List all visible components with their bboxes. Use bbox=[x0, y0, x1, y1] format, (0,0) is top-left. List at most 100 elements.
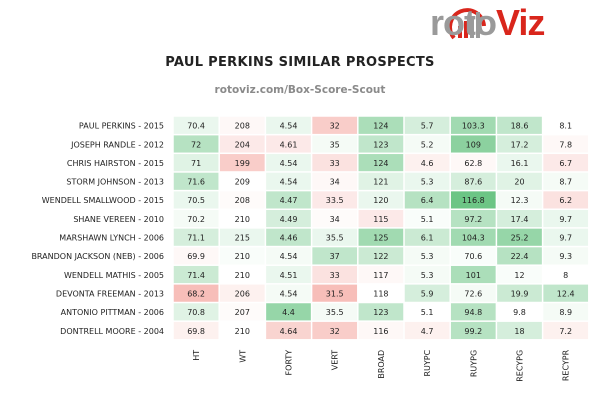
heatmap-cell bbox=[266, 265, 311, 284]
heatmap-cell bbox=[173, 154, 219, 172]
heatmap-cell bbox=[312, 135, 358, 153]
heatmap-cell bbox=[497, 284, 542, 302]
cell-value: 6.2 bbox=[559, 196, 572, 205]
heatmap-cell bbox=[404, 210, 450, 228]
heatmap-cell bbox=[358, 321, 404, 340]
row-label: WENDELL SMALLWOOD - 2015 bbox=[42, 196, 164, 205]
cell-value: 4.51 bbox=[280, 271, 298, 280]
heatmap-cell bbox=[358, 154, 404, 172]
row-label: SHANE VEREEN - 2010 bbox=[73, 215, 164, 224]
heatmap-cell bbox=[497, 154, 542, 172]
heatmap-cell bbox=[404, 135, 450, 153]
heatmap-cell bbox=[450, 228, 496, 246]
cell-value: 117 bbox=[373, 271, 388, 280]
heatmap-cell bbox=[266, 210, 311, 228]
cell-value: 17.4 bbox=[511, 215, 529, 224]
heatmap-cell bbox=[219, 321, 265, 340]
heatmap-cell bbox=[358, 303, 404, 321]
heatmap-cell bbox=[450, 247, 496, 265]
heatmap-cell bbox=[219, 303, 265, 321]
cell-value: 16.1 bbox=[511, 159, 529, 168]
cell-value: 4.54 bbox=[280, 289, 298, 298]
cell-value: 199 bbox=[235, 159, 250, 168]
heatmap-cell bbox=[497, 172, 542, 190]
heatmap-cell bbox=[543, 191, 589, 209]
heatmap-cell bbox=[404, 265, 450, 284]
heatmap-cell bbox=[404, 247, 450, 265]
cell-value: 8.7 bbox=[559, 178, 572, 187]
heatmap-cell bbox=[266, 247, 311, 265]
column-label: HT bbox=[192, 350, 201, 361]
cell-value: 12 bbox=[514, 271, 524, 280]
heatmap-cell bbox=[450, 135, 496, 153]
heatmap-cell bbox=[173, 135, 219, 153]
cell-value: 210 bbox=[235, 271, 250, 280]
cell-value: 70.8 bbox=[187, 308, 205, 317]
heatmap-cell bbox=[173, 116, 219, 134]
heatmap-cell bbox=[404, 116, 450, 134]
column-label: RUYPG bbox=[469, 350, 478, 377]
heatmap-cell bbox=[543, 210, 589, 228]
row-label: BRANDON JACKSON (NEB) - 2006 bbox=[31, 252, 164, 261]
heatmap-cell bbox=[358, 116, 404, 134]
heatmap-cell bbox=[497, 191, 542, 209]
heatmap-cell bbox=[450, 116, 496, 134]
cell-value: 71.4 bbox=[187, 271, 205, 280]
cell-value: 94.8 bbox=[464, 308, 482, 317]
cell-value: 109 bbox=[466, 140, 481, 149]
cell-value: 123 bbox=[373, 140, 388, 149]
cell-value: 209 bbox=[235, 178, 250, 187]
heatmap-cell bbox=[497, 135, 542, 153]
cell-value: 9.7 bbox=[559, 234, 572, 243]
heatmap-cell bbox=[219, 191, 265, 209]
cell-value: 34 bbox=[330, 215, 340, 224]
heatmap-cell bbox=[497, 321, 542, 340]
heatmap-cell bbox=[266, 321, 311, 340]
heatmap-cell bbox=[173, 284, 219, 302]
cell-value: 32 bbox=[330, 327, 340, 336]
heatmap-cell bbox=[312, 321, 358, 340]
cell-value: 20 bbox=[514, 178, 524, 187]
column-label: VERT bbox=[331, 350, 340, 371]
heatmap-cell bbox=[312, 247, 358, 265]
column-label: FORTY bbox=[285, 350, 294, 376]
column-label: BROAD bbox=[377, 350, 386, 379]
cell-value: 5.9 bbox=[421, 289, 434, 298]
heatmap-cell bbox=[404, 191, 450, 209]
cell-value: 69.9 bbox=[187, 252, 205, 261]
heatmap-cell bbox=[266, 303, 311, 321]
cell-value: 12.3 bbox=[511, 196, 529, 205]
cell-value: 70.5 bbox=[187, 196, 205, 205]
heatmap-cell bbox=[358, 191, 404, 209]
cell-value: 5.2 bbox=[421, 140, 434, 149]
heatmap-cell bbox=[450, 154, 496, 172]
cell-value: 116 bbox=[373, 327, 388, 336]
cell-value: 8 bbox=[563, 271, 568, 280]
heatmap-cell bbox=[450, 265, 496, 284]
heatmap-cell bbox=[543, 228, 589, 246]
cell-value: 6.1 bbox=[421, 234, 434, 243]
heatmap-cell bbox=[543, 154, 589, 172]
cell-value: 7.8 bbox=[559, 140, 572, 149]
heatmap-cell bbox=[404, 321, 450, 340]
cell-value: 6.7 bbox=[559, 159, 572, 168]
cell-value: 4.54 bbox=[280, 122, 298, 131]
cell-value: 8.1 bbox=[559, 122, 572, 131]
cell-value: 37 bbox=[330, 252, 340, 261]
cell-value: 62.8 bbox=[464, 159, 482, 168]
cell-value: 35.5 bbox=[326, 308, 344, 317]
heatmap-cell bbox=[543, 135, 589, 153]
cell-value: 4.6 bbox=[421, 159, 434, 168]
cell-value: 18 bbox=[514, 327, 524, 336]
cell-value: 9.8 bbox=[513, 308, 526, 317]
heatmap-cell bbox=[358, 247, 404, 265]
chart-title: PAUL PERKINS SIMILAR PROSPECTS bbox=[165, 55, 435, 70]
cell-value: 12.4 bbox=[557, 289, 575, 298]
heatmap-cell bbox=[173, 191, 219, 209]
heatmap-cell bbox=[173, 228, 219, 246]
cell-value: 70.2 bbox=[187, 215, 205, 224]
heatmap-cell bbox=[543, 172, 589, 190]
cell-value: 6.4 bbox=[421, 196, 434, 205]
cell-value: 4.46 bbox=[280, 234, 298, 243]
cell-value: 72 bbox=[191, 140, 201, 149]
